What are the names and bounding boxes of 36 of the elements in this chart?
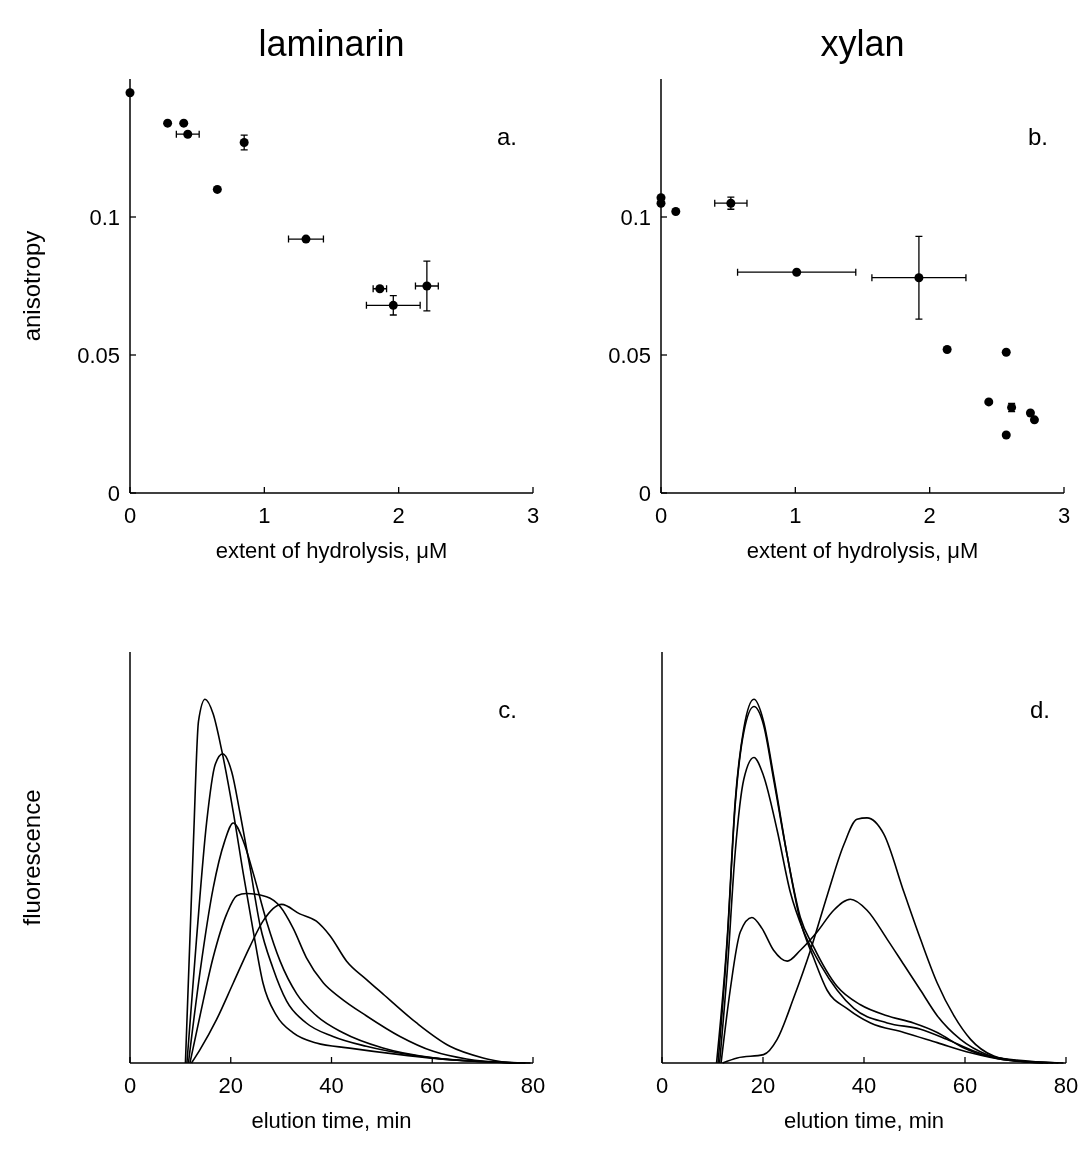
x-tick-label: 3 [1057, 503, 1071, 528]
y-tick-label: 0 [638, 481, 651, 506]
x-tick-label: 2 [923, 503, 936, 528]
x-tick-label: 3 [526, 503, 540, 528]
y-tick-label: 0.05 [608, 343, 651, 368]
x-axis-title: elution time, min [783, 1108, 945, 1133]
x-tick-label: 60 [420, 1073, 445, 1098]
x-tick-label: 20 [750, 1073, 776, 1098]
y-tick-label: 0.05 [77, 343, 120, 368]
x-tick-label: 40 [319, 1073, 344, 1098]
x-axis-title: elution time, min [251, 1108, 412, 1133]
y-tick-label: 0 [107, 481, 120, 506]
chart-title: laminarin [258, 23, 405, 64]
annotation: b. [1027, 123, 1048, 150]
x-axis-title: extent of hydrolysis, μM [746, 538, 979, 563]
x-tick-label: 0 [123, 503, 137, 528]
annotation: a. [496, 123, 517, 150]
chart-title: xylan [820, 23, 905, 64]
x-tick-label: 80 [520, 1073, 546, 1098]
annotation: c. [498, 696, 517, 723]
x-tick-label: 0 [123, 1073, 137, 1098]
x-tick-label: 20 [218, 1073, 243, 1098]
x-tick-label: 1 [258, 503, 271, 528]
annotation: d. [1029, 696, 1050, 723]
x-tick-label: 1 [789, 503, 802, 528]
x-tick-label: 2 [392, 503, 405, 528]
x-tick-label: 0 [655, 1073, 669, 1098]
x-tick-label: 40 [851, 1073, 877, 1098]
y-tick-label: 0.1 [89, 205, 120, 230]
x-axis-title: extent of hydrolysis, μM [215, 538, 448, 563]
y-axis-title: anisotropy [18, 230, 45, 342]
x-tick-label: 0 [654, 503, 668, 528]
y-tick-label: 0.1 [620, 205, 651, 230]
x-tick-label: 80 [1053, 1073, 1079, 1098]
x-tick-label: 60 [952, 1073, 978, 1098]
y-axis-title: fluorescence [18, 789, 45, 926]
